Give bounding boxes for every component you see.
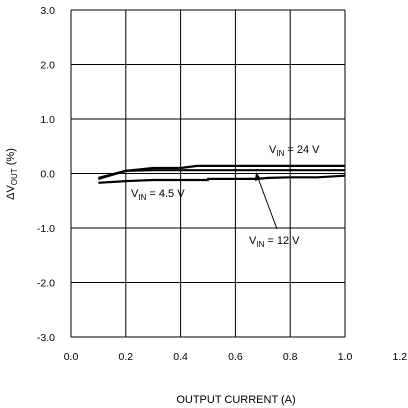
y-tick-label: 3.0 xyxy=(40,5,55,17)
annotation-vin-12v-rest: = 12 V xyxy=(264,235,300,247)
annotation-vin-24v-main: V xyxy=(269,144,277,156)
x-tick-label: 1.2 xyxy=(392,351,407,363)
series-curves xyxy=(98,164,346,184)
series-line-2 xyxy=(98,174,346,184)
series-line-1 xyxy=(98,169,345,180)
annotation-vin-24v: VIN = 24 V xyxy=(269,144,320,158)
y-axis-title: ΔVOUT (%) xyxy=(5,148,19,200)
x-tick-label: 0.0 xyxy=(64,351,79,363)
x-tick-label: 0.8 xyxy=(283,351,298,363)
series-line-0 xyxy=(98,164,345,179)
annotation-vin-4-5v-rest: = 4.5 V xyxy=(146,188,185,200)
y-axis-title-sub: OUT xyxy=(10,168,19,185)
annotation-vin-24v-rest: = 24 V xyxy=(284,144,320,156)
annotation-vin-24v-sub: IN xyxy=(276,149,284,158)
annotation-vin-4-5v: VIN = 4.5 V xyxy=(131,188,185,202)
x-axis-title: OUTPUT CURRENT (A) xyxy=(176,394,295,406)
annotation-vin-12v-sub: IN xyxy=(256,240,264,249)
y-tick-label: -3.0 xyxy=(37,332,55,344)
annotation-vin-12v: VIN = 12 V xyxy=(249,235,300,249)
x-tick-label: 0.4 xyxy=(173,351,188,363)
annotation-vin-4-5v-main: V xyxy=(131,188,139,200)
annotation-vin-12v-main: V xyxy=(249,235,257,247)
grid-lines xyxy=(70,9,346,338)
annotation-arrowhead xyxy=(255,172,261,181)
x-tick-label: 0.6 xyxy=(228,351,243,363)
y-tick-label: 1.0 xyxy=(40,114,55,126)
x-tick-label: 0.2 xyxy=(118,351,133,363)
tick-labels: 3.0 2.0 1.0 0.0 -1.0 -2.0 -3.0 0.0 0.2 0.4 0.6 0.8 1… xyxy=(37,5,407,363)
annotation-arrow-line xyxy=(257,177,278,230)
y-tick-label: 2.0 xyxy=(40,60,55,72)
y-tick-label: -1.0 xyxy=(37,223,55,235)
y-tick-label: 0.0 xyxy=(40,169,55,181)
x-tick-label: 1.0 xyxy=(338,351,353,363)
y-axis-title-main: ΔV xyxy=(5,185,17,200)
y-axis-title-unit: (%) xyxy=(5,148,17,168)
annotation-vin-4-5v-sub: IN xyxy=(138,193,146,202)
y-tick-label: -2.0 xyxy=(37,278,55,290)
